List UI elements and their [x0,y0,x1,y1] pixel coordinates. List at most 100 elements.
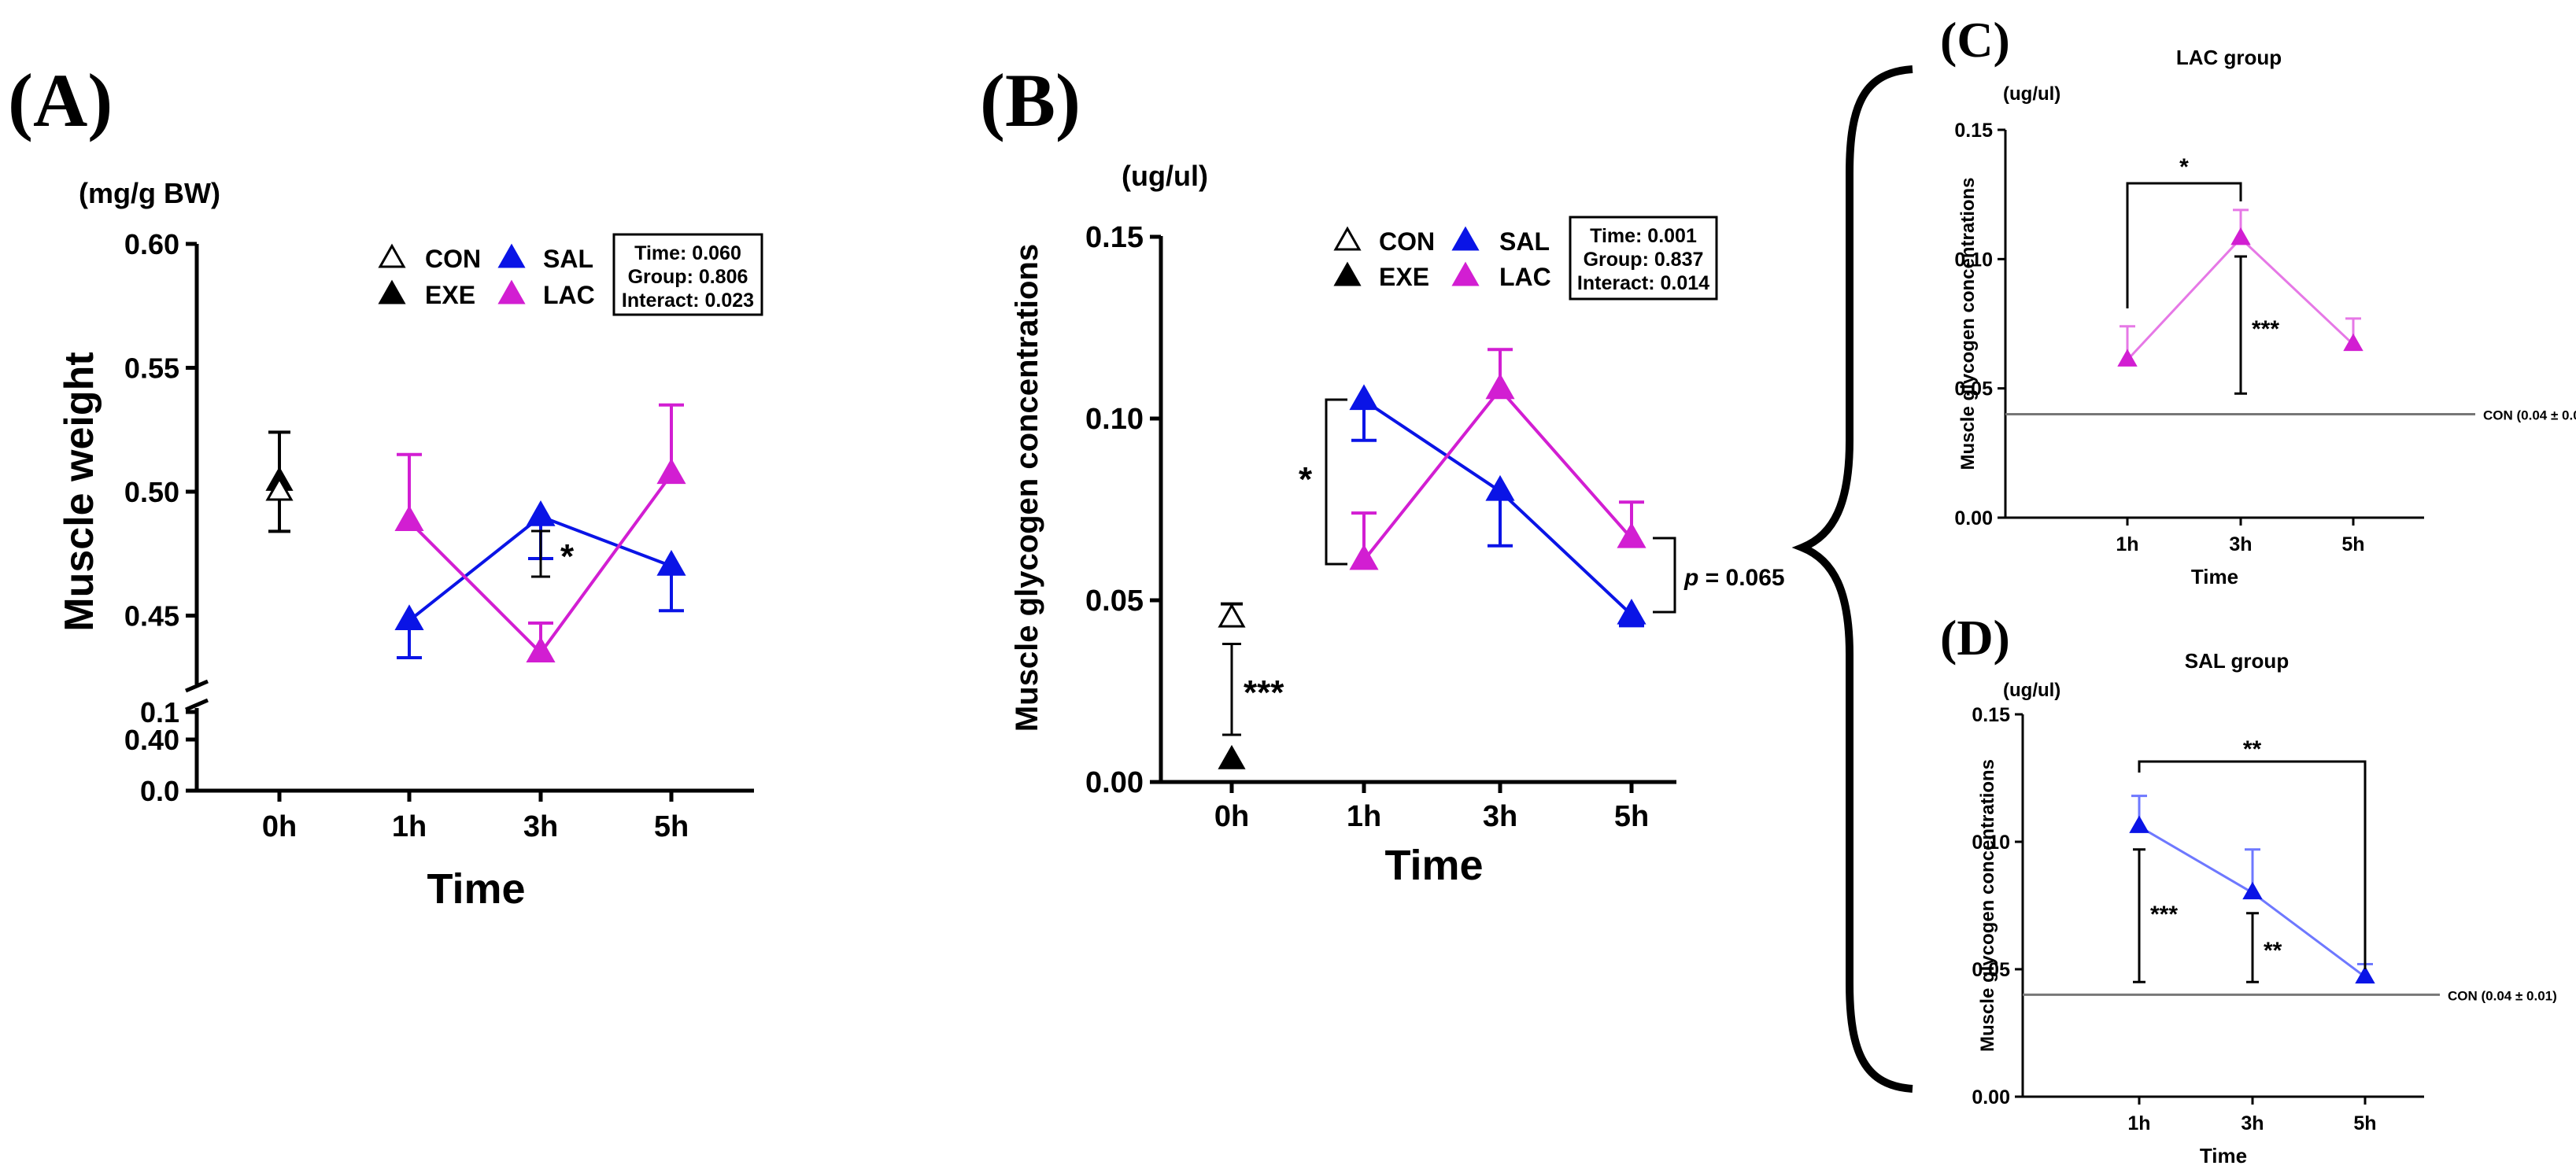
panel-b-legend-exe: EXE [1379,263,1429,291]
panel-b-xtick-label: 1h [1347,800,1381,833]
panel-d-xlabel: Time [2200,1144,2247,1167]
panel-a-sig-star: * [560,537,575,576]
panel-d-xtick-label: 3h [2241,1112,2264,1134]
panel-c-sig-bracket-3h [2234,255,2247,395]
panel-b-sal-point [1349,384,1379,411]
panel-a-legend-sal: SAL [543,245,593,273]
panel-b-sal-point [1617,598,1646,625]
panel-d-sig-3h: ** [2264,938,2282,964]
panel-a-legend-con-marker [378,243,406,268]
panel-d-point [2242,881,2263,900]
panel-d-ytick-label: 0.15 [1972,704,2010,726]
panel-b-p-text: = 0.065 [1698,565,1784,591]
panel-b-lac-line [1362,386,1633,562]
panel-a-sig-bracket [531,529,550,578]
panel-a-label: (A) [8,58,113,142]
panel-d-xtick-label: 1h [2127,1112,2150,1134]
panel-d-sig-bracket-1h [2133,848,2145,983]
panel-a-ytick-label: 0.60 [124,228,179,260]
panel-b-p-value: p = 0.065 [1683,565,1785,591]
panel-b-stats-box [1569,216,1718,301]
panel-a-con-point [265,476,294,501]
panel-a-legend-sal-marker [497,243,526,268]
panel-d-ytick-label: 0.05 [1972,959,2010,981]
panel-d-reference-label: CON (0.04 ± 0.01) [2448,988,2557,1003]
panel-d-sig-1h-5h: ** [2243,736,2262,762]
panel-b-ytick-label: 0.15 [1085,221,1144,254]
panel-b-ytick-label: 0.05 [1085,585,1144,618]
panel-a-sal-point [394,604,424,631]
panel-b-stat: Time: 0.001 [1590,225,1697,247]
panel-c-sig-3h: *** [2252,316,2279,342]
panel-a-stat: Interact: 0.023 [622,290,754,312]
panel-a-legend-lac: LAC [543,281,595,309]
panel-b-xtick-label: 3h [1483,800,1517,833]
panel-b-lac-point [1349,544,1379,570]
panel-d-point [2129,815,2149,833]
panel-b-unit: (ug/ul) [1122,160,1208,192]
panel-c-reference-label: CON (0.04 ± 0.01) [2483,408,2576,423]
panel-c-point [2343,333,2363,352]
panel-c-xtick-label: 3h [2229,533,2252,555]
panel-a-ytick-label: 0.55 [124,352,179,385]
panel-c-point [2230,227,2251,245]
panel-c-label: (C) [1940,12,2010,68]
panel-a-ytick-label: 0.50 [124,476,179,508]
panel-a-xtick-label: 5h [654,810,689,843]
panel-c-xlabel: Time [2191,565,2238,588]
panel-c-point [2117,349,2138,367]
panel-b-sig-bracket-0h [1222,642,1241,736]
panel-a-sal-point [656,550,686,576]
panel-d-ylabel: Muscle glycogen concentrations [1977,759,1998,1052]
panel-b-xtick-label: 5h [1614,800,1649,833]
panel-a-xtick-label: 0h [262,810,297,843]
panel-a-legend-exe-marker [378,279,406,304]
panel-b-legend-lac: LAC [1499,263,1551,291]
panel-b-label: (B) [980,58,1081,142]
panel-b-legend-lac-marker [1451,261,1480,286]
panel-b-legend-sal-marker [1451,226,1480,251]
panel-b-xlabel: Time [1384,842,1483,889]
panel-b-sig-bracket-1h [1325,398,1347,566]
panel-a-lac-point [656,458,686,485]
panel-b-ytick-label: 0.10 [1085,403,1144,436]
panel-c-title: LAC group [2176,46,2282,69]
panel-d-ytick-label: 0.00 [1972,1086,2010,1108]
panel-b-lac-point [1617,522,1646,548]
panel-a-xtick-label: 3h [523,810,558,843]
panel-b-stat: Group: 0.837 [1584,249,1704,271]
panel-d-title: SAL group [2185,649,2289,673]
panel-d-sig-bracket-3h [2246,912,2259,983]
panel-c-unit: (ug/ul) [2003,83,2060,105]
panel-b-legend-sal: SAL [1499,227,1550,256]
panel-a-ytick-label: 0.0 [140,775,179,807]
panel-a-lac-point [394,505,424,532]
panel-a-ytick-label: 0.1 [140,696,179,729]
panel-a-legend-lac-marker [497,279,526,304]
panel-a-stats-box [612,233,763,316]
panel-b-legend-exe-marker [1333,261,1362,286]
panel-a-sal-point [526,500,556,526]
panel-c-ylabel: Muscle glycogen concentrations [1957,177,1979,470]
panel-d-xtick-label: 5h [2353,1112,2376,1134]
panel-a-legend-con: CON [425,245,481,273]
panel-a-axis-break [185,679,209,712]
panel-c-ytick-label: 0.00 [1954,507,1993,529]
panel-b-p-bracket [1653,537,1676,614]
panel-d-sig-1h: *** [2150,902,2178,928]
panel-b-legend-con-marker [1333,226,1362,251]
panel-a-xtick-label: 1h [392,810,427,843]
panel-d-unit: (ug/ul) [2003,680,2060,701]
panel-c-ytick-label: 0.15 [1954,120,1993,142]
panel-d-ytick-label: 0.10 [1972,832,2010,854]
panel-d-label: (D) [1940,610,2010,666]
panel-b-sal-point [1485,474,1515,501]
panel-c-ytick-label: 0.10 [1954,249,1993,271]
panel-a-ylabel: Muscle weight [57,352,102,631]
panel-b-xtick-label: 0h [1214,800,1249,833]
panel-c-xtick-label: 1h [2116,533,2138,555]
panel-b-sig-1h: * [1299,460,1313,499]
panel-d-sig-bracket-1h-5h [2138,760,2367,969]
panel-a-ytick-label: 0.40 [124,724,179,756]
